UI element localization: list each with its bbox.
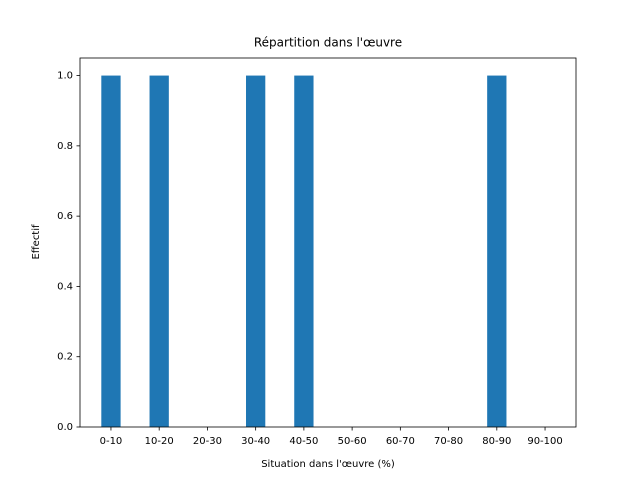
bar [101, 75, 121, 428]
x-tick-label: 10-20 [145, 436, 174, 447]
y-tick-label: 0.2 [57, 352, 73, 363]
chart-title: Répartition dans l'œuvre [254, 36, 402, 50]
x-axis-label: Situation dans l'œuvre (%) [261, 459, 395, 470]
x-tick-label: 80-90 [482, 436, 511, 447]
bar [149, 75, 169, 428]
x-tick-label: 30-40 [241, 436, 270, 447]
x-tick-label: 90-100 [527, 436, 562, 447]
y-tick-label: 0.8 [57, 141, 73, 152]
y-tick-label: 0.6 [57, 211, 73, 222]
y-tick-label: 1.0 [57, 71, 73, 82]
y-axis-label: Effectif [31, 224, 42, 260]
bar [487, 75, 507, 428]
plot-frame [79, 57, 577, 428]
x-tick-label: 0-10 [100, 436, 123, 447]
bar [246, 75, 266, 428]
y-tick-label: 0.4 [57, 281, 73, 292]
x-tick-label: 40-50 [289, 436, 318, 447]
x-tick-label: 20-30 [193, 436, 222, 447]
x-tick-label: 70-80 [434, 436, 463, 447]
y-tick-label: 0.0 [57, 422, 73, 433]
x-tick-label: 60-70 [386, 436, 415, 447]
bar [294, 75, 314, 428]
x-tick-label: 50-60 [338, 436, 367, 447]
